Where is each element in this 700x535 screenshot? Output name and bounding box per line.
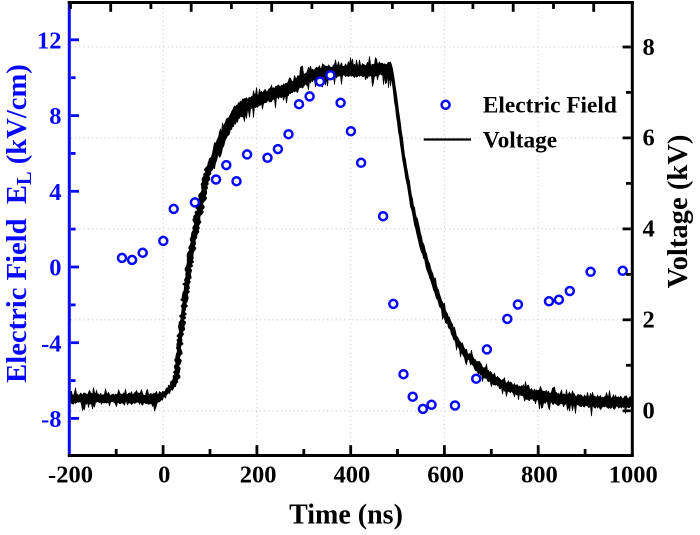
svg-text:0: 0 (158, 462, 170, 489)
svg-text:0: 0 (643, 398, 655, 425)
svg-text:2: 2 (643, 307, 655, 334)
svg-text:Voltage (kV): Voltage (kV) (663, 135, 694, 289)
svg-text:-8: -8 (41, 406, 61, 433)
svg-text:4: 4 (49, 179, 61, 206)
svg-text:Electric Field EL (kV/cm): Electric Field EL (kV/cm) (2, 64, 36, 383)
svg-text:6: 6 (643, 125, 655, 152)
svg-text:4: 4 (643, 216, 655, 243)
svg-text:8: 8 (49, 103, 61, 130)
svg-text:12: 12 (37, 27, 62, 54)
svg-text:200: 200 (240, 462, 277, 489)
svg-text:Voltage: Voltage (483, 128, 557, 154)
svg-text:800: 800 (521, 462, 558, 489)
svg-text:600: 600 (427, 462, 464, 489)
svg-text:-200: -200 (48, 462, 93, 489)
svg-text:Electric Field: Electric Field (483, 93, 617, 119)
svg-text:8: 8 (643, 34, 655, 61)
svg-text:1000: 1000 (609, 462, 658, 489)
svg-text:-4: -4 (41, 330, 61, 357)
svg-text:0: 0 (49, 255, 61, 282)
svg-text:Time (ns): Time (ns) (289, 500, 403, 531)
svg-text:400: 400 (334, 462, 371, 489)
